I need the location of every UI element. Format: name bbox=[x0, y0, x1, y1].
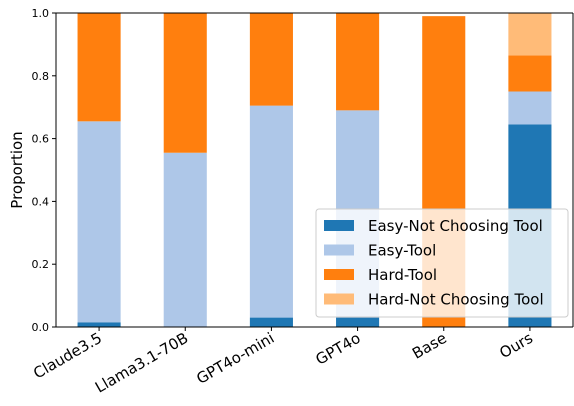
bar-gpt4o-mini-series-2 bbox=[249, 13, 293, 106]
y-tick-label: 0.6 bbox=[32, 133, 50, 146]
y-tick-label: 0.4 bbox=[32, 195, 50, 208]
bar-llama3-1-70b-series-1 bbox=[163, 152, 207, 327]
legend-swatch bbox=[324, 293, 354, 305]
y-tick-label: 1.0 bbox=[32, 7, 50, 20]
y-tick-label: 0.0 bbox=[32, 321, 50, 334]
x-tick-label: Claude3.5 bbox=[30, 329, 105, 383]
y-axis-label: Proportion bbox=[8, 131, 26, 208]
legend-swatch bbox=[324, 269, 354, 280]
bar-claude3-5-series-2 bbox=[77, 13, 121, 122]
y-tick-label: 0.8 bbox=[32, 70, 50, 83]
x-tick-label: GPT4o bbox=[313, 329, 364, 369]
legend-entry-label: Easy-Tool bbox=[368, 242, 436, 260]
bar-gpt4o-mini-series-0 bbox=[249, 317, 293, 327]
bar-claude3-5-series-0 bbox=[77, 322, 121, 327]
bar-ours-series-2 bbox=[508, 55, 552, 92]
bar-ours-series-1 bbox=[508, 91, 552, 125]
bar-gpt4o-series-0 bbox=[336, 317, 380, 327]
x-tick-label: GPT4o-mini bbox=[193, 329, 277, 388]
legend-swatch bbox=[324, 244, 354, 256]
x-tick-label: Base bbox=[409, 329, 450, 363]
x-tick-label: Llama3.1-70B bbox=[92, 329, 191, 397]
bar-gpt4o-series-2 bbox=[336, 13, 380, 111]
bar-gpt4o-mini-series-1 bbox=[249, 105, 293, 318]
bar-claude3-5-series-1 bbox=[77, 121, 121, 323]
legend-entry-label: Hard-Tool bbox=[368, 266, 437, 284]
legend-frame bbox=[315, 208, 569, 318]
bar-ours-series-3 bbox=[508, 13, 552, 56]
legend-entry-label: Easy-Not Choosing Tool bbox=[368, 217, 543, 235]
legend-swatch bbox=[324, 220, 354, 231]
legend: Easy-Not Choosing Tool Easy-Tool Hard-Tool… bbox=[315, 208, 569, 318]
y-tick-label: 0.2 bbox=[32, 258, 50, 271]
legend-entry-label: Hard-Not Choosing Tool bbox=[368, 291, 544, 309]
bar-llama3-1-70b-series-2 bbox=[163, 13, 207, 153]
x-tick-label: Ours bbox=[496, 329, 536, 362]
